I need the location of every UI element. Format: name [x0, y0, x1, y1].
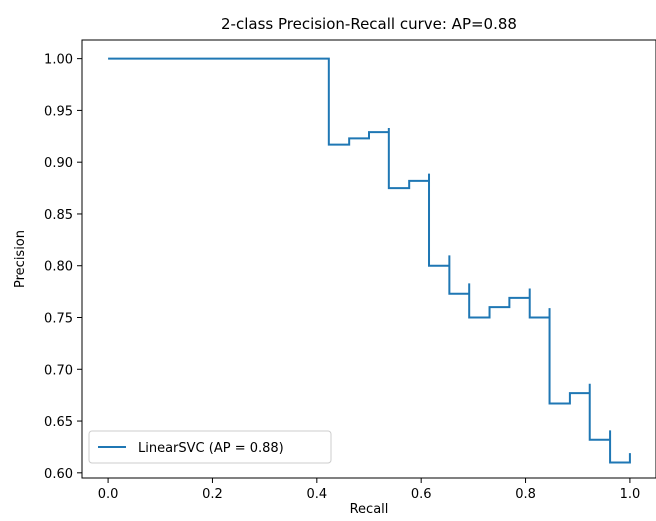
- legend-box: [88, 430, 332, 464]
- x-tick-label: 1.0: [620, 487, 641, 502]
- y-tick-label: 0.65: [44, 415, 73, 430]
- y-tick-label: 0.90: [44, 156, 73, 171]
- y-axis-ticks: 0.60 0.65 0.70 0.75 0.80 0.85 0.90 0.95 1.00: [44, 53, 82, 482]
- legend-series-label: LinearSVC (AP = 0.88): [138, 441, 284, 456]
- y-tick-label: 0.80: [44, 260, 73, 275]
- plot-area-frame: [81, 39, 656, 479]
- y-tick-label: 0.60: [44, 467, 73, 482]
- chart-title: 2-class Precision-Recall curve: AP=0.88: [221, 15, 517, 33]
- legend: LinearSVC (AP = 0.88): [88, 430, 332, 464]
- x-tick-label: 0.6: [411, 487, 432, 502]
- y-tick-label: 0.95: [44, 104, 73, 119]
- y-axis-label: Precision: [13, 230, 28, 288]
- y-tick-label: 0.75: [44, 312, 73, 327]
- y-tick-label: 1.00: [44, 53, 73, 68]
- x-tick-label: 0.4: [306, 487, 327, 502]
- x-tick-label: 0.0: [98, 487, 119, 502]
- y-tick-label: 0.85: [44, 208, 73, 223]
- x-tick-label: 0.2: [202, 487, 223, 502]
- x-tick-label: 0.8: [515, 487, 536, 502]
- x-axis-label: Recall: [350, 502, 389, 517]
- x-axis-ticks: 0.0 0.2 0.4 0.6 0.8 1.0: [98, 478, 641, 502]
- linearsvc-pr-curve: [108, 57, 631, 464]
- y-tick-label: 0.70: [44, 363, 73, 378]
